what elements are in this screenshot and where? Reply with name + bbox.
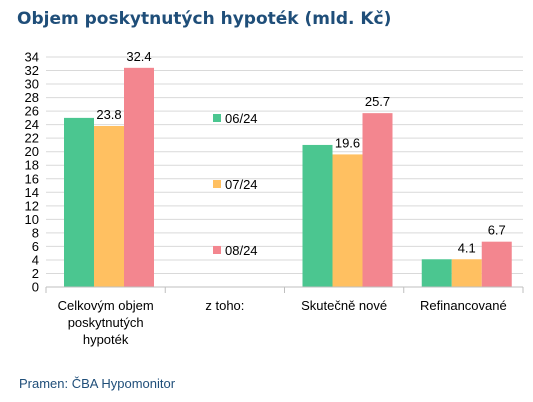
y-tick-label: 12 — [25, 198, 39, 213]
category-labels: Celkovým objem poskytnutých hypoték z toho:… — [58, 298, 507, 347]
category-label: poskytnutých — [68, 315, 144, 330]
category-label: Skutečně nové — [301, 298, 387, 313]
y-tick-label: 10 — [25, 212, 39, 227]
bar — [332, 154, 363, 287]
legend-label: 06/24 — [225, 111, 258, 126]
y-tick-label: 16 — [25, 171, 39, 186]
legend-swatch — [213, 114, 221, 122]
data-label: 6.7 — [488, 223, 506, 238]
data-label: 19.6 — [335, 135, 360, 150]
source-note: Pramen: ČBA Hypomonitor — [19, 376, 176, 391]
bar — [481, 241, 512, 287]
y-tick-label: 26 — [25, 104, 39, 119]
legend-swatch — [213, 246, 221, 254]
y-tick-label: 6 — [32, 239, 39, 254]
y-tick-label: 18 — [25, 158, 39, 173]
axes — [45, 286, 524, 293]
bar — [421, 259, 452, 287]
chart-title: Objem poskytnutých hypoték (mld. Kč) — [17, 9, 392, 29]
legend-swatch — [213, 180, 221, 188]
bar — [362, 113, 393, 287]
data-label: 4.1 — [458, 240, 476, 255]
bar — [94, 126, 124, 287]
y-tick-label: 8 — [32, 225, 39, 240]
category-label: Celkovým objem — [58, 298, 154, 313]
data-labels: 23.8 19.6 4.1 32.4 25.7 6.7 — [96, 49, 505, 255]
y-tick-label: 34 — [25, 50, 39, 65]
legend: 06/24 07/24 08/24 — [213, 111, 258, 258]
y-tick-label: 28 — [25, 90, 39, 105]
y-tick-label: 4 — [32, 252, 39, 267]
y-tick-label: 2 — [32, 266, 39, 281]
bar — [451, 259, 482, 287]
category-label: Refinancované — [420, 298, 507, 313]
y-tick-label: 14 — [25, 185, 39, 200]
bar — [124, 67, 154, 287]
category-label: z toho: — [205, 298, 244, 313]
y-tick-label: 20 — [25, 144, 39, 159]
legend-label: 07/24 — [225, 177, 258, 192]
data-label: 32.4 — [126, 49, 151, 64]
bar-series — [64, 67, 512, 287]
y-tick-label: 30 — [25, 77, 39, 92]
y-tick-label: 32 — [25, 63, 39, 78]
bar — [64, 117, 94, 287]
bar — [302, 144, 333, 287]
data-label: 25.7 — [365, 94, 390, 109]
legend-label: 08/24 — [225, 243, 258, 258]
y-tick-label: 24 — [25, 117, 39, 132]
y-tick-label: 0 — [32, 280, 39, 295]
y-tick-label: 22 — [25, 131, 39, 146]
data-label: 23.8 — [96, 107, 121, 122]
category-label: hypoték — [83, 332, 129, 347]
